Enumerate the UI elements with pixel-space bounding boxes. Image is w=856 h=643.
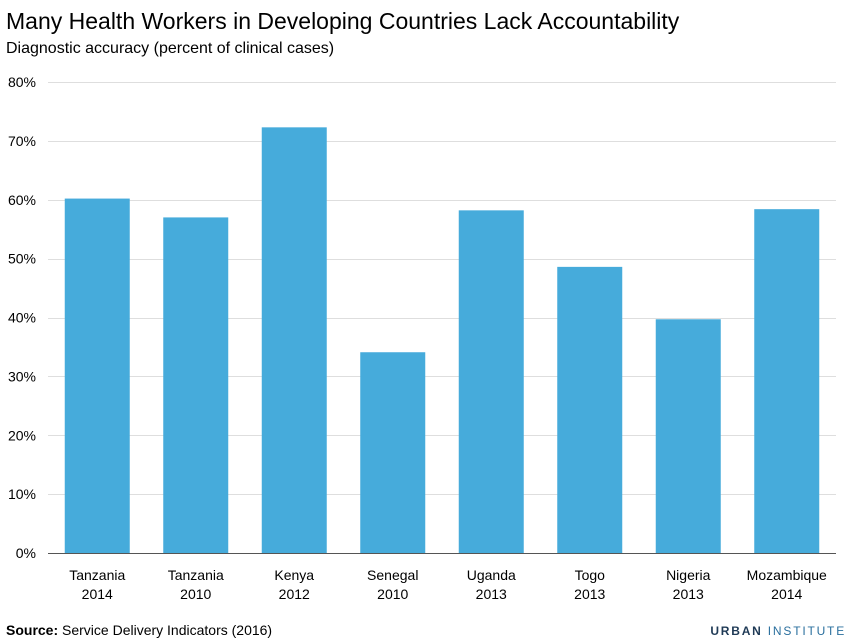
bar-mozambique-2014 xyxy=(754,209,820,554)
category-name: Tanzania xyxy=(69,567,125,583)
x-tick-label: Tanzania 2014 xyxy=(69,567,125,602)
brand-primary: URBAN xyxy=(710,624,763,638)
category-name: Togo xyxy=(575,567,606,583)
category-year: 2013 xyxy=(574,586,605,602)
category-year: 2013 xyxy=(476,586,507,602)
y-tick-label: 20% xyxy=(8,427,36,443)
bar-kenya-2012 xyxy=(261,127,327,554)
x-tick-label: Mozambique 2014 xyxy=(747,567,827,602)
bar-senegal-2010 xyxy=(360,352,426,553)
category-year: 2012 xyxy=(279,586,310,602)
bars xyxy=(64,127,820,554)
brand-logo: URBAN INSTITUTE xyxy=(710,624,846,638)
chart-subtitle: Diagnostic accuracy (percent of clinical… xyxy=(6,40,335,57)
x-tick-label: Nigeria 2013 xyxy=(666,567,711,602)
category-name: Uganda xyxy=(467,567,516,583)
bar-nigeria-2013 xyxy=(655,319,721,553)
brand-secondary: INSTITUTE xyxy=(767,624,846,638)
bar-tanzania-2014 xyxy=(64,198,130,553)
y-tick-label: 30% xyxy=(8,368,36,384)
bar-uganda-2013 xyxy=(458,210,524,553)
category-name: Nigeria xyxy=(666,567,711,583)
category-name: Senegal xyxy=(367,567,418,583)
x-tick-label: Togo 2013 xyxy=(574,567,605,602)
source-note: Source: Service Delivery Indicators (201… xyxy=(6,620,272,640)
x-tick-label: Uganda 2013 xyxy=(467,567,516,602)
x-tick-label: Kenya 2012 xyxy=(274,567,314,602)
y-tick-label: 0% xyxy=(16,545,36,561)
bar-togo-2013 xyxy=(557,266,623,553)
source-label: Source: xyxy=(6,622,59,638)
y-tick-label: 50% xyxy=(8,251,36,267)
category-year: 2010 xyxy=(180,586,211,602)
category-name: Mozambique xyxy=(747,567,827,583)
category-year: 2010 xyxy=(377,586,408,602)
source-text: Service Delivery Indicators (2016) xyxy=(62,622,273,638)
y-tick-label: 80% xyxy=(8,74,36,90)
y-axis-ticks: 0% 10% 20% 30% 40% 50% 60% 70% 80% xyxy=(8,74,36,561)
category-year: 2013 xyxy=(673,586,704,602)
y-tick-label: 60% xyxy=(8,192,36,208)
x-tick-label: Tanzania 2010 xyxy=(168,567,224,602)
category-name: Tanzania xyxy=(168,567,224,583)
y-tick-label: 70% xyxy=(8,133,36,149)
chart-title: Many Health Workers in Developing Countr… xyxy=(6,8,680,34)
x-axis-labels: Tanzania 2014 Tanzania 2010 Kenya 2012 Senegal… xyxy=(69,567,827,602)
bar-tanzania-2010 xyxy=(163,217,229,553)
y-tick-label: 10% xyxy=(8,486,36,502)
y-tick-label: 40% xyxy=(8,310,36,326)
category-name: Kenya xyxy=(274,567,314,583)
category-year: 2014 xyxy=(82,586,113,602)
x-tick-label: Senegal 2010 xyxy=(367,567,418,602)
category-year: 2014 xyxy=(771,586,802,602)
